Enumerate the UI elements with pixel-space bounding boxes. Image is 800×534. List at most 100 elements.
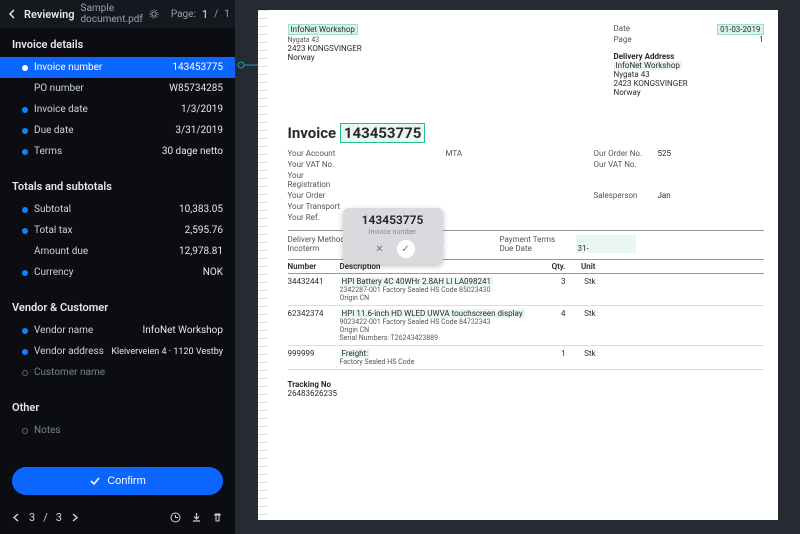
tooltip-accept-button[interactable]: ✓: [397, 240, 415, 258]
app-root: Reviewing Sample document.pdf Page: 1 / …: [0, 0, 800, 534]
footer-page-current: 3: [29, 511, 35, 524]
m-your-account: Your Account: [288, 149, 348, 158]
item-qty: 4: [540, 309, 566, 318]
sidebar-content: Invoice details Invoice number 143453775…: [0, 28, 235, 457]
field-label: Amount due: [34, 246, 88, 257]
section-totals: Totals and subtotals: [0, 170, 235, 199]
item-unit: Stk: [566, 277, 596, 286]
field-label: Invoice date: [34, 104, 88, 115]
m-your-ref: Your Ref.: [288, 213, 348, 222]
item-unit: Stk: [566, 309, 596, 318]
delivery-city: 2423 KONGSVINGER: [614, 79, 688, 88]
back-icon[interactable]: [8, 9, 18, 19]
field-due-date[interactable]: Due date 3/31/2019: [0, 120, 235, 141]
footer-page-total: 3: [56, 511, 62, 524]
field-po-number[interactable]: PO number W85734285: [0, 78, 235, 99]
item-number: 62342374: [288, 309, 340, 318]
m-salesperson: Salesperson: [594, 191, 654, 200]
tooltip-label: Invoice number: [349, 228, 437, 236]
field-label: Subtotal: [34, 204, 71, 215]
canvas-wrap: InfoNet Workshop Nygata 43 2423 KONGSVIN…: [235, 0, 800, 534]
invoice-title: Invoice: [288, 124, 337, 142]
delivery-name: InfoNet Workshop: [614, 61, 682, 70]
m-mta: MTA: [446, 149, 506, 158]
tooltip-cancel-button[interactable]: ✕: [371, 240, 389, 258]
field-label: PO number: [34, 83, 84, 94]
m-our-order-val: 525: [658, 149, 698, 158]
tooltip-value: 143453775: [349, 213, 437, 227]
tracking-value: 26483626235: [288, 389, 764, 398]
confirm-button[interactable]: Confirm: [12, 467, 223, 495]
field-value: 143453775: [172, 62, 223, 73]
m-your-transport: Your Transport: [288, 202, 348, 211]
ruler: [258, 10, 268, 520]
footer: 3 / 3: [0, 505, 235, 534]
field-customer-name[interactable]: Customer name: [0, 362, 235, 383]
d-payment-value: [576, 235, 636, 244]
section-invoice-details: Invoice details: [0, 28, 235, 57]
field-value: InfoNet Workshop: [143, 325, 223, 336]
field-value: 2,595.76: [185, 225, 223, 236]
item-desc: Freight: Factory Sealed HS Code: [340, 349, 540, 366]
field-label: Currency: [34, 267, 74, 278]
field-subtotal[interactable]: Subtotal 10,383.05: [0, 199, 235, 220]
footer-sep: /: [43, 511, 48, 524]
field-label: Total tax: [34, 225, 72, 236]
item-unit: Stk: [566, 349, 596, 358]
field-label: Customer name: [34, 367, 105, 378]
m-our-order: Our Order No.: [594, 149, 654, 158]
field-notes[interactable]: Notes: [0, 420, 235, 441]
prev-icon[interactable]: [12, 513, 21, 522]
field-terms[interactable]: Terms 30 dage netto: [0, 141, 235, 162]
download-icon[interactable]: [191, 512, 202, 523]
item-qty: 3: [540, 277, 566, 286]
field-value: 10,383.05: [179, 204, 223, 215]
field-tooltip: 143453775 Invoice number ✕ ✓: [343, 208, 443, 264]
trash-icon[interactable]: [212, 512, 223, 523]
delivery-country: Norway: [614, 88, 641, 97]
doc-date-value: 01-03-2019: [717, 24, 763, 35]
doc-company-sub: Nygata 43: [288, 36, 320, 44]
field-value: Kleiverveien 4 · 1120 Vestby: [111, 347, 223, 357]
item-number: 34432441: [288, 277, 340, 286]
line-item: 62342374HPI 11.6-inch HD WLED UWVA touch…: [288, 306, 764, 346]
field-value: NOK: [203, 267, 223, 278]
doc-country: Norway: [288, 53, 315, 62]
m-our-vat: Our VAT No.: [594, 160, 654, 169]
col-number: Number: [288, 262, 340, 271]
field-amount-due[interactable]: Amount due 12,978.81: [0, 241, 235, 262]
page-total: 1: [224, 9, 230, 20]
field-value: W85734285: [169, 83, 223, 94]
field-total-tax[interactable]: Total tax 2,595.76: [0, 220, 235, 241]
section-other: Other: [0, 391, 235, 420]
field-vendor-address[interactable]: Vendor address Kleiverveien 4 · 1120 Ves…: [0, 341, 235, 362]
field-invoice-number[interactable]: Invoice number 143453775: [0, 57, 235, 78]
field-value: 30 dage netto: [162, 146, 223, 157]
invoice-number-highlight[interactable]: 143453775: [340, 123, 425, 143]
field-currency[interactable]: Currency NOK: [0, 262, 235, 283]
document-page[interactable]: InfoNet Workshop Nygata 43 2423 KONGSVIN…: [258, 10, 778, 520]
delivery-title: Delivery Address: [614, 52, 764, 61]
footer-actions: [170, 512, 223, 523]
line-item: 999999Freight: Factory Sealed HS Code1St…: [288, 346, 764, 370]
field-value: 1/3/2019: [181, 104, 223, 115]
confirm-label: Confirm: [107, 475, 146, 487]
page-label: Page:: [171, 9, 196, 20]
check-icon: [89, 475, 101, 487]
field-label: Vendor name: [34, 325, 93, 336]
gear-icon[interactable]: [149, 9, 159, 19]
line-item: 34432441HPI Battery 4C 40WHr 2.8AH LI LA…: [288, 274, 764, 306]
delivery-street: Nygata 43: [614, 70, 650, 79]
clock-icon[interactable]: [170, 512, 181, 523]
next-icon[interactable]: [70, 513, 79, 522]
doc-page-label: Page: [614, 35, 632, 44]
page-current: 1: [202, 8, 208, 21]
field-vendor-name[interactable]: Vendor name InfoNet Workshop: [0, 320, 235, 341]
main-canvas: InfoNet Workshop Nygata 43 2423 KONGSVIN…: [235, 0, 800, 534]
field-label: Notes: [34, 425, 61, 436]
item-desc: HPI 11.6-inch HD WLED UWVA touchscreen d…: [340, 309, 540, 342]
field-invoice-date[interactable]: Invoice date 1/3/2019: [0, 99, 235, 120]
m-salesperson-val: Jan: [658, 191, 698, 200]
doc-page-value: 1: [759, 35, 764, 44]
field-value: 3/31/2019: [175, 125, 223, 136]
